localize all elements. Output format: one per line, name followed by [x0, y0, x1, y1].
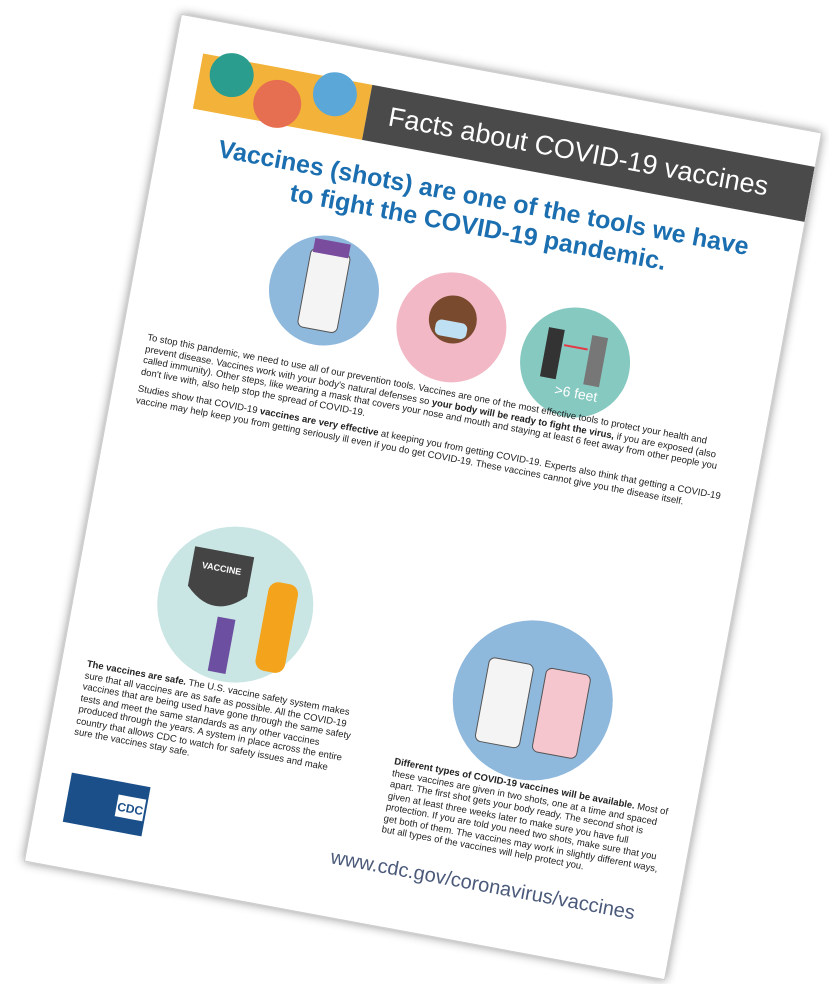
collage-circle — [253, 79, 302, 128]
person-dress — [255, 582, 299, 673]
distance-icon — [520, 307, 631, 418]
cdc-box — [114, 794, 147, 822]
child — [207, 616, 236, 674]
person — [539, 327, 565, 380]
vial — [532, 667, 591, 759]
distance-arrow — [563, 344, 588, 351]
illustrations: >6 feet VACCINE CDC — [62, 53, 631, 837]
vial — [474, 657, 534, 749]
collage-circle — [312, 72, 357, 117]
vial-cap — [312, 238, 351, 259]
collage-circle — [209, 53, 254, 98]
cdc-logo: CDC — [116, 800, 144, 819]
hhs-logo — [62, 772, 151, 837]
person — [583, 335, 609, 388]
family-icon — [157, 526, 314, 683]
vials-icon — [452, 620, 613, 781]
distance-label: >6 feet — [553, 381, 599, 405]
shield — [187, 546, 255, 607]
flyer-page: >6 feet VACCINE CDC Facts about COVID-19… — [23, 13, 823, 981]
mask — [434, 319, 468, 340]
